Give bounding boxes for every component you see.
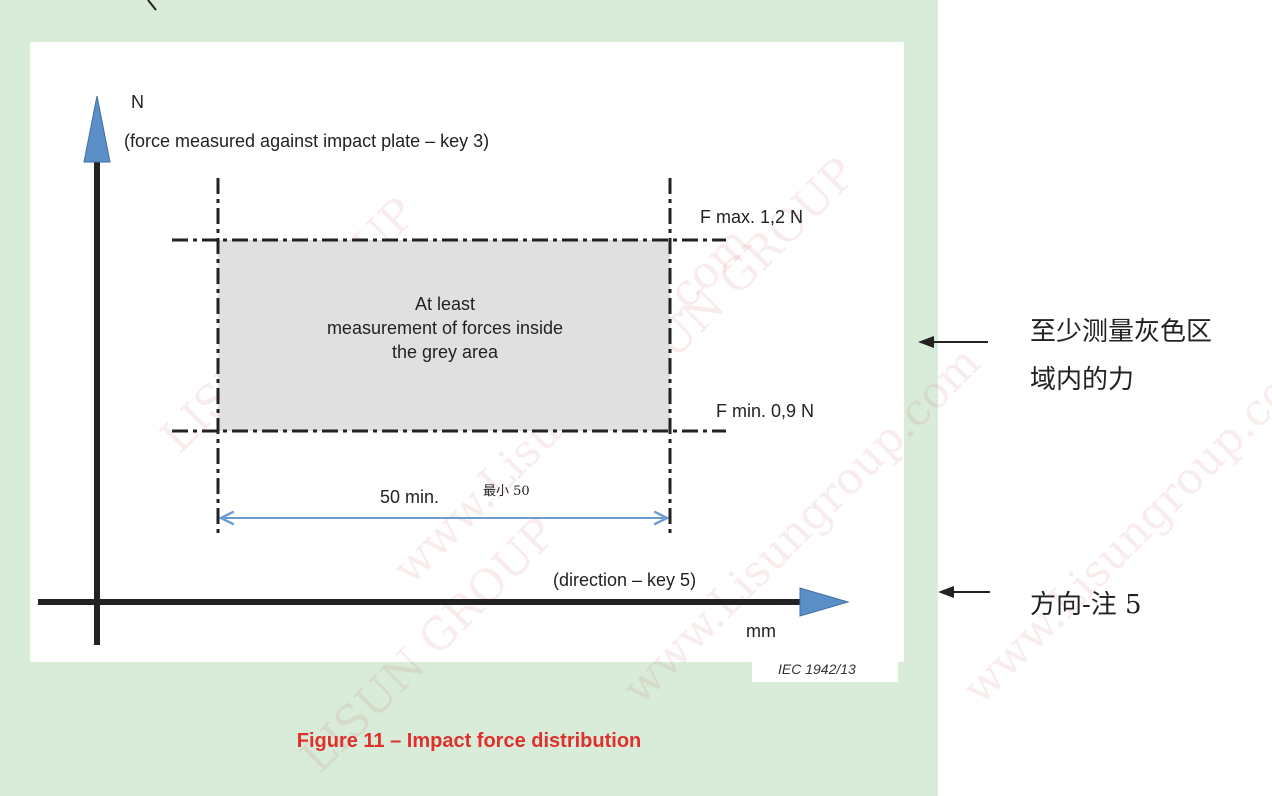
direction-pointer-arrow-icon [938,586,954,598]
grey-area-pointer-arrow-icon [918,336,934,348]
x-axis-unit-label: mm [746,621,776,641]
y-axis-arrow-icon [83,95,111,163]
grey-area-text: At least measurement of forces inside th… [222,292,668,364]
direction-annotation-cn: 方向-注 5 [1030,590,1142,620]
width-label: 50 min. [380,487,440,507]
x-axis-arrow-icon [799,587,850,617]
x-axis-description: (direction – key 5) [553,570,697,590]
grey-area-annotation-cn-line1: 至少测量灰色区 [1030,317,1213,347]
f-min-label: F min. 0,9 N [716,401,815,421]
grey-area-text-line: the grey area [391,342,499,362]
grey-measurement-area [218,240,670,431]
width-label-cn: 最小 50 [483,484,530,499]
grey-area-text-line: measurement of forces inside [326,318,564,338]
corner-arrow-icon [147,0,157,11]
figure-caption: Figure 11 – Impact force distribution [296,730,642,752]
y-axis-description: (force measured against impact plate – k… [124,131,490,151]
f-max-label: F max. 1,2 N [700,207,804,227]
grey-area-annotation-cn-line2: 域内的力 [1030,365,1135,395]
reference-box [752,656,898,682]
grey-area-text-line: At least [414,294,476,314]
figure-reference: IEC 1942/13 [778,661,856,677]
y-axis-unit-label: N [131,92,144,112]
